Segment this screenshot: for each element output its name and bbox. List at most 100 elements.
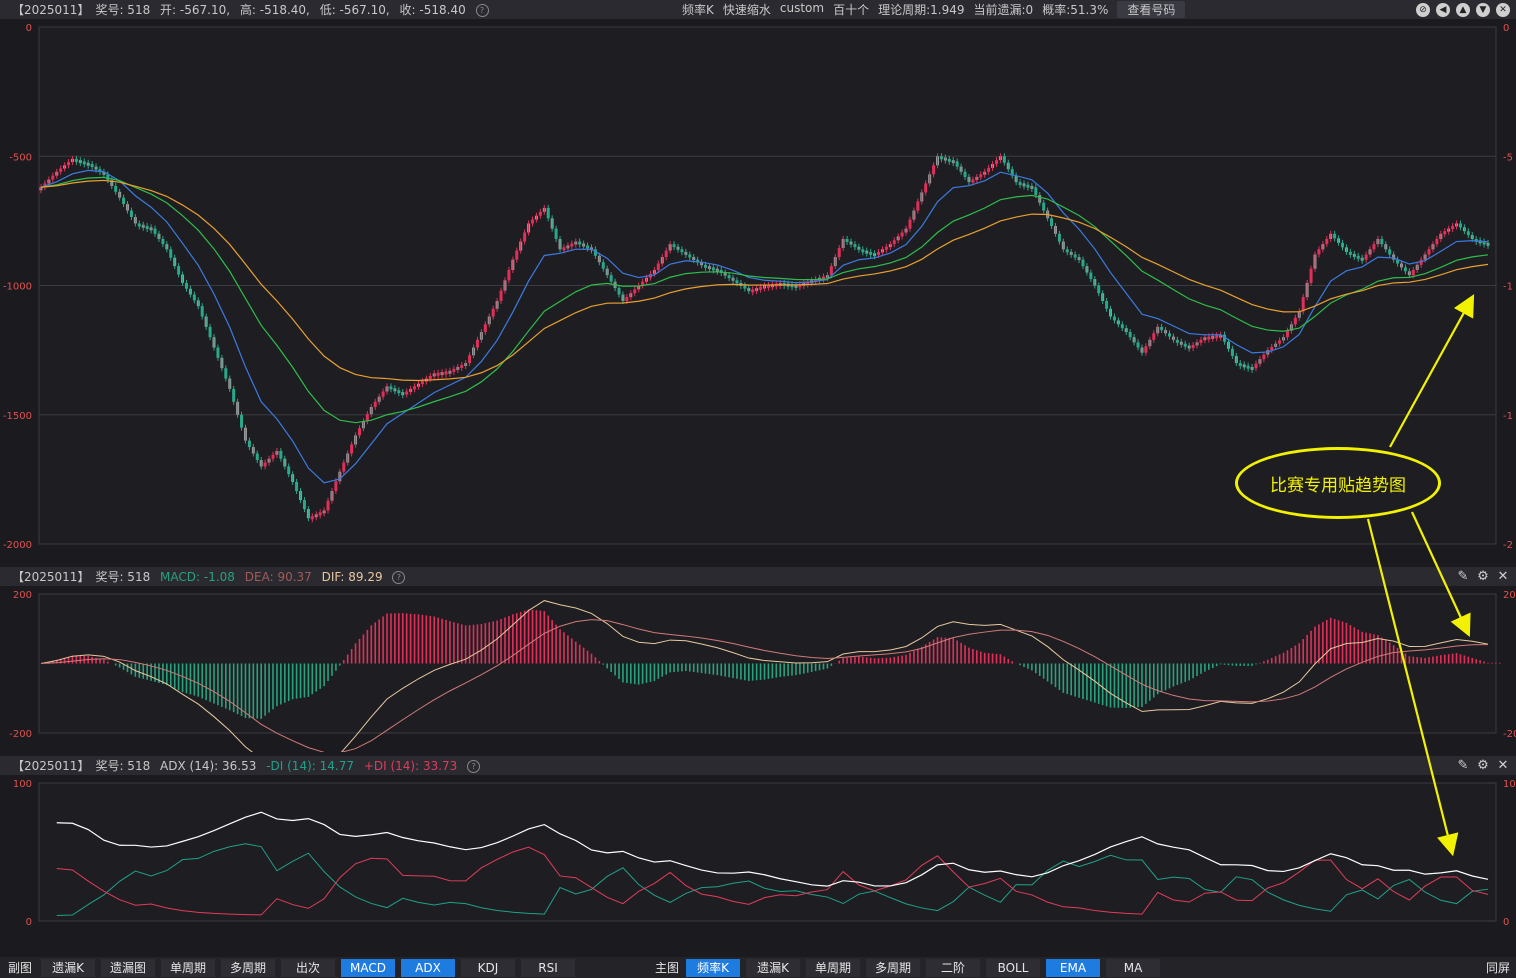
probability: 概率:51.3% (1042, 3, 1109, 17)
header-bar: 【2025011】 奖号: 518 开: -567.10, 高: -518.40,… (0, 0, 1516, 19)
mainchart-tab-5[interactable]: BOLL (986, 959, 1040, 977)
mainchart-label: 主图 (655, 961, 680, 975)
close-value: 收: -518.40 (399, 3, 466, 17)
high-value: 高: -518.40, (239, 3, 310, 17)
subchart-tab-0[interactable]: 遗漏K (41, 959, 95, 977)
adx-line (56, 811, 1489, 887)
macd-title-bar: 【2025011】 奖号: 518 MACD: -1.08 DEA: 90.37 … (0, 567, 1516, 586)
header-stats: 频率K 快速缩水 custom 百十个 理论周期:1.949 当前遗漏:0 概率… (682, 1, 1194, 18)
up-icon[interactable]: ▲ (1456, 2, 1470, 17)
minus-di-value: -DI (14): 14.77 (266, 759, 354, 773)
main-axis-label: -1000 (3, 282, 32, 293)
macd-axis-label: -200 (9, 729, 32, 740)
macd-axis-label-right: 20 (1503, 590, 1516, 601)
close-icon[interactable]: ✕ (1497, 568, 1509, 584)
adx-prize: 奖号: 518 (95, 759, 151, 773)
mode-1[interactable]: 快速缩水 (722, 3, 771, 17)
adx-axis-label-right: 0 (1503, 917, 1509, 928)
annotation-arrow (1366, 518, 1459, 857)
dea-value: DEA: 90.37 (244, 570, 312, 584)
down-icon[interactable]: ▼ (1476, 2, 1490, 17)
main-axis-label: -2000 (3, 540, 32, 551)
mainchart-tab-3[interactable]: 多周期 (866, 959, 920, 977)
plus-di-value: +DI (14): 33.73 (363, 759, 458, 773)
adx-chart[interactable]: 100 100 0 (0, 775, 1516, 955)
annotation-text: 比赛专用贴趋势图 (1270, 475, 1406, 496)
theory-period: 理论周期:1.949 (878, 3, 965, 17)
main-axis-label-right: -5 (1503, 152, 1513, 163)
issue-code: 【2025011】 (12, 3, 90, 17)
macd-issue-code: 【2025011】 (12, 570, 90, 584)
mode-2[interactable]: custom (779, 1, 825, 15)
close-icon[interactable]: ✕ (1497, 757, 1509, 773)
mode-3[interactable]: 百十个 (833, 3, 870, 17)
subchart-label: 副图 (8, 961, 33, 975)
adx-value: ADX (14): 36.53 (160, 759, 257, 773)
adx-help-icon[interactable]: ? (467, 760, 481, 773)
gear-icon[interactable]: ⚙ (1477, 568, 1489, 584)
current-miss: 当前遗漏:0 (973, 3, 1034, 17)
subchart-tab-3[interactable]: 多周期 (221, 959, 275, 977)
main-axis-label-right: -2 (1503, 540, 1513, 551)
mainchart-tab-6[interactable]: EMA (1046, 959, 1100, 977)
plus-di-line (56, 846, 1489, 916)
macd-prize: 奖号: 518 (95, 570, 151, 584)
view-numbers-button[interactable]: 查看号码 (1117, 1, 1186, 18)
pin-icon[interactable]: ✎ (1457, 568, 1469, 584)
adx-plot-area (38, 782, 1497, 922)
mode-0[interactable]: 频率K (682, 3, 714, 17)
main-axis-label: 0 (26, 23, 32, 34)
main-axis-label: -500 (9, 152, 32, 163)
dif-value: DIF: 89.29 (321, 570, 383, 584)
annotation-arrow (1411, 511, 1471, 637)
subchart-tab-5[interactable]: MACD (341, 959, 395, 977)
header-info: 【2025011】 奖号: 518 开: -567.10, 高: -518.40,… (12, 1, 495, 18)
help-icon[interactable]: ? (475, 4, 489, 17)
ema-fast-line (40, 169, 1489, 484)
subchart-tab-6[interactable]: ADX (401, 959, 455, 977)
macd-plot-area (38, 593, 1497, 734)
prize-number: 奖号: 518 (95, 3, 151, 17)
main-chart[interactable]: 0 0 -500 -5 -1000 -1 -1500 -1 -2000 -2 (0, 19, 1516, 564)
subchart-tab-4[interactable]: 出次 (281, 959, 335, 977)
bottom-tab-bar: 副图 遗漏K 遗漏图 单周期 多周期 出次 MACD ADX KDJ RSI 主图 频率K 遗漏K… (0, 957, 1516, 978)
macd-chart[interactable]: 200 20 -200 -20 (0, 586, 1516, 752)
header-icons: ⊘ ◀ ▲ ▼ ✕ (1416, 2, 1510, 17)
ema-slow-line (40, 179, 1489, 382)
adx-axis-label-right: 10 (1503, 779, 1516, 790)
mainchart-tab-0[interactable]: 频率K (686, 959, 740, 977)
back-icon[interactable]: ◀ (1436, 2, 1450, 17)
macd-axis-label: 200 (13, 590, 32, 601)
low-value: 低: -567.10, (319, 3, 390, 17)
dea-line (40, 619, 1489, 752)
macd-value: MACD: -1.08 (160, 570, 235, 584)
mainchart-tab-2[interactable]: 单周期 (806, 959, 860, 977)
adx-axis-label: 100 (13, 779, 32, 790)
mainchart-tab-4[interactable]: 二阶 (926, 959, 980, 977)
subchart-tab-1[interactable]: 遗漏图 (101, 959, 155, 977)
open-value: 开: -567.10, (160, 3, 231, 17)
adx-axis-label: 0 (26, 917, 32, 928)
macd-axis-label-right: -20 (1503, 729, 1516, 740)
dif-line (40, 600, 1489, 752)
close-icon[interactable]: ✕ (1496, 2, 1510, 17)
annotation-arrow (1389, 294, 1475, 448)
ema-mid-line (40, 176, 1489, 424)
compass-icon[interactable]: ⊘ (1416, 2, 1430, 17)
mainchart-tab-1[interactable]: 遗漏K (746, 959, 800, 977)
main-axis-label-right: -1 (1503, 282, 1513, 293)
same-screen-button[interactable]: 同屏 (1486, 961, 1511, 975)
subchart-tab-2[interactable]: 单周期 (161, 959, 215, 977)
main-axis-label: -1500 (3, 411, 32, 422)
mainchart-tab-7[interactable]: MA (1106, 959, 1160, 977)
annotation-bubble: 比赛专用贴趋势图 (1235, 447, 1441, 519)
subchart-tab-8[interactable]: RSI (521, 959, 575, 977)
adx-title-bar: 【2025011】 奖号: 518 ADX (14): 36.53 -DI (14… (0, 756, 1516, 775)
pin-icon[interactable]: ✎ (1457, 757, 1469, 773)
macd-help-icon[interactable]: ? (392, 571, 406, 584)
subchart-tab-7[interactable]: KDJ (461, 959, 515, 977)
gear-icon[interactable]: ⚙ (1477, 757, 1489, 773)
minus-di-line (56, 843, 1489, 916)
main-axis-label-right: 0 (1503, 23, 1509, 34)
